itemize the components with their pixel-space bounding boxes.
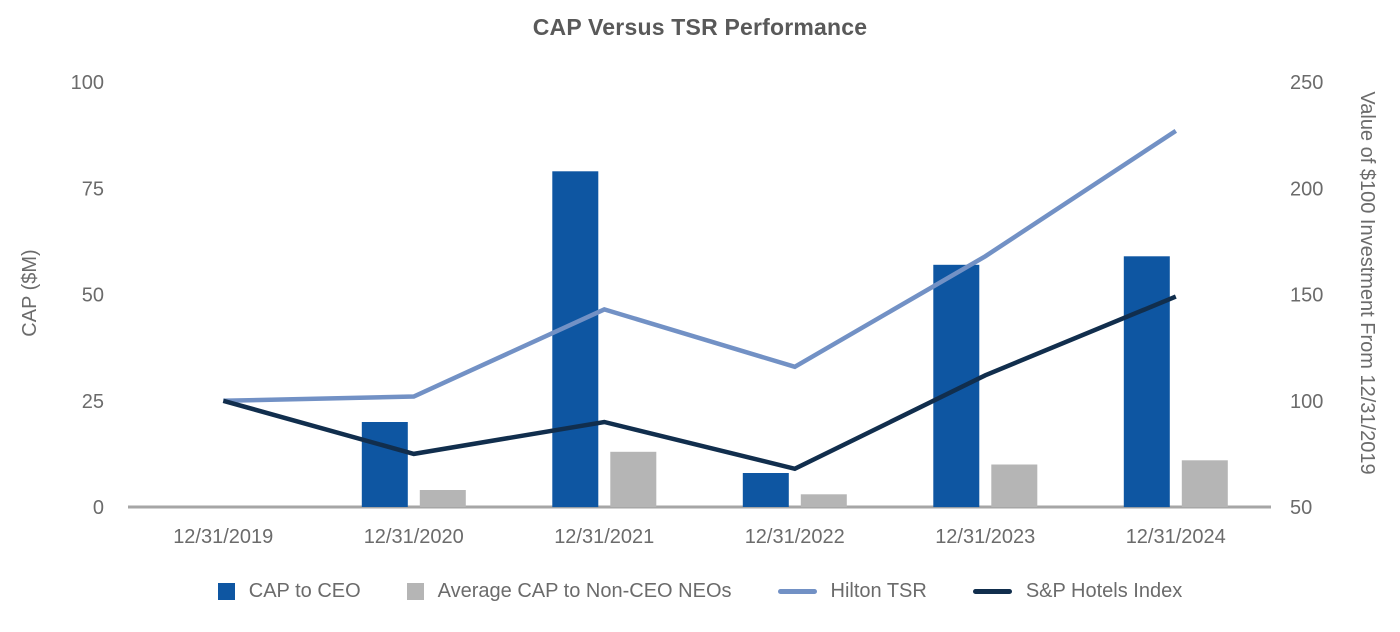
x-axis-label-12-31-2021: 12/31/2021 [554,526,654,548]
right-axis-tick-200: 200 [1290,178,1323,200]
bar-cap-to-ceo-12-31-2024 [1123,256,1170,508]
left-axis-tick-0: 0 [93,497,104,519]
legend-label: CAP to CEO [248,579,361,602]
left-axis-tick-25: 25 [82,391,104,413]
chart-title: CAP Versus TSR Performance [532,14,868,40]
legend-item-hilton-tsr: Hilton TSR [777,579,927,603]
legend-label: Hilton TSR [830,579,927,602]
legend-label: S&P Hotels Index [1025,579,1183,602]
legend-item-sp-hotels-index: S&P Hotels Index [972,579,1183,603]
x-axis-label-12-31-2022: 12/31/2022 [745,526,845,548]
x-axis-label-12-31-2024: 12/31/2024 [1126,526,1226,548]
bar-average-cap-to-non-ceo-neos-12-31-2023 [991,464,1038,507]
bar-average-cap-to-non-ceo-neos-12-31-2022 [800,494,847,508]
right-axis-title: Value of $100 Investment From 12/31/2019 [1356,91,1378,474]
legend-item-avg-cap-non-ceo-neos: Average CAP to Non-CEO NEOs [406,579,732,603]
x-axis-label-12-31-2019: 12/31/2019 [173,526,273,548]
hilton-tsr-line-swatch-icon [777,588,817,594]
bar-cap-to-ceo-12-31-2022 [742,473,789,507]
bar-average-cap-to-non-ceo-neos-12-31-2020 [419,490,466,507]
right-axis-tick-250: 250 [1290,72,1323,94]
bar-average-cap-to-non-ceo-neos-12-31-2024 [1181,460,1228,508]
bar-average-cap-to-non-ceo-neos-12-31-2021 [610,451,657,508]
right-axis-tick-100: 100 [1290,391,1323,413]
bar-cap-to-ceo-12-31-2023 [933,264,980,508]
line-s-p-hotels-index [222,294,1177,472]
avg-cap-non-ceo-neos-swatch-icon [406,582,424,600]
chart-legend: CAP to CEO Average CAP to Non-CEO NEOs H… [0,577,1400,605]
left-axis-tick-100: 100 [71,72,104,94]
bar-cap-to-ceo-12-31-2021 [552,171,599,508]
right-axis-tick-150: 150 [1290,285,1323,307]
bar-cap-to-ceo-12-31-2020 [361,422,408,507]
left-axis-tick-75: 75 [82,178,104,200]
cap-to-ceo-swatch-icon [217,582,235,600]
legend-item-cap-to-ceo: CAP to CEO [217,579,361,603]
x-axis-label-12-31-2020: 12/31/2020 [364,526,464,548]
left-axis-tick-50: 50 [82,285,104,307]
left-axis-title: CAP ($M) [19,249,41,336]
right-axis-tick-50: 50 [1290,497,1312,519]
x-axis-label-12-31-2023: 12/31/2023 [935,526,1035,548]
chart-marks: 0 25 50 75 100 50 100 150 200 250 12/31/2019 12/31/… [71,72,1324,548]
line-hilton-tsr [223,129,1178,404]
legend-label: Average CAP to Non-CEO NEOs [437,579,732,602]
sp-hotels-index-line-swatch-icon [972,588,1012,594]
